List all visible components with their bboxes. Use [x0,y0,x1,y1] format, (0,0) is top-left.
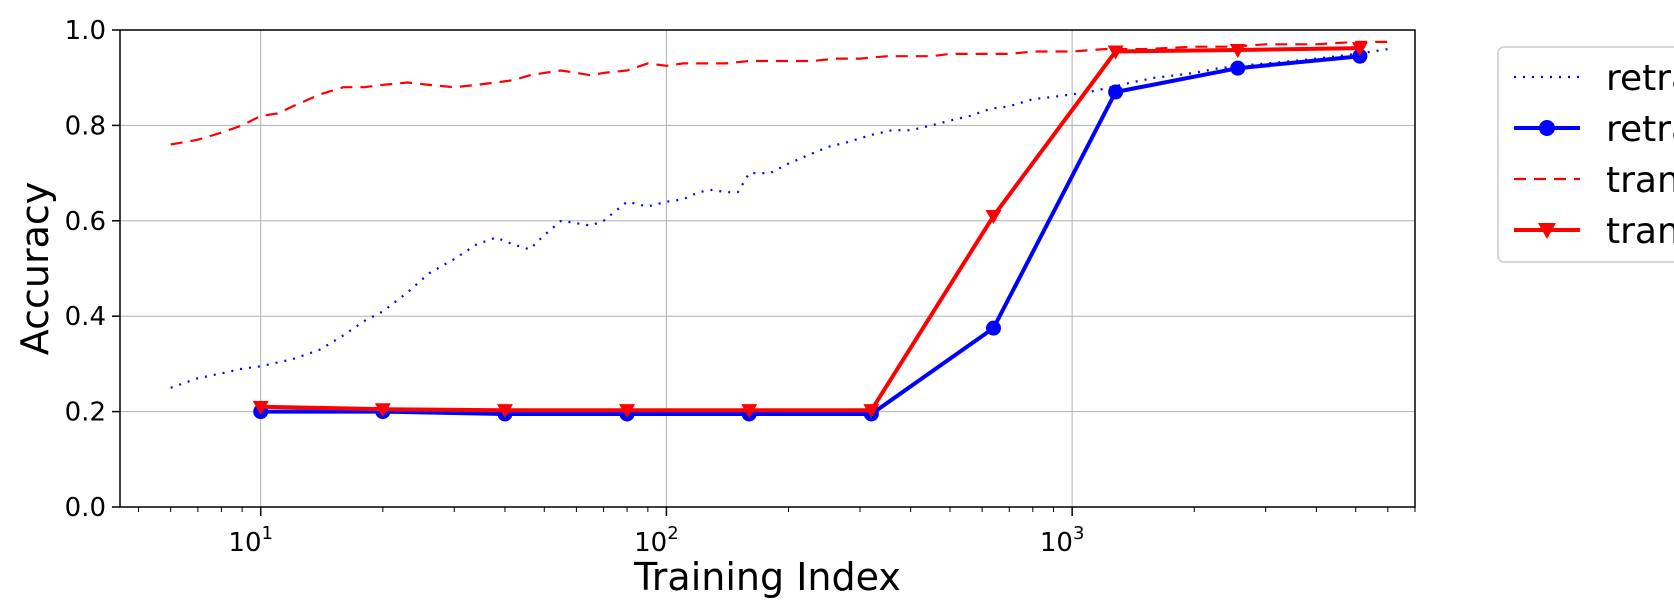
series-line [260,54,1361,416]
legend-label: retra [1606,58,1674,99]
legend-box [1497,46,1674,263]
data-point [863,404,880,419]
data-point [985,320,1001,336]
y-tick-label: 0.0 [65,493,106,523]
data-point [1230,60,1246,76]
x-tick-exponent: 1 [262,523,273,544]
x-tick-base: 10 [634,528,667,558]
data-point [1351,42,1368,57]
data-point [741,404,758,419]
series-1-solid [253,48,1368,422]
y-axis-label: Accuracy [13,182,57,356]
series-2-dashed [170,40,1388,146]
data-point [374,403,391,418]
legend: retra retra tran tran [1497,46,1674,263]
legend-label: tran [1606,211,1674,252]
data-point [1108,84,1124,100]
legend-marker [1538,223,1556,239]
series-line [170,40,1388,146]
legend-entry: retra [1514,109,1674,150]
series-0-dotted [170,48,1388,389]
series-3-solid [252,42,1368,419]
x-tick-base: 10 [1040,528,1073,558]
y-tick-label: 0.8 [65,111,106,141]
y-tick-label: 0.6 [65,207,106,237]
legend-marker [1539,120,1555,136]
y-tick-label: 0.2 [65,398,106,428]
x-tick-exponent: 3 [1073,523,1084,544]
series-line [260,46,1360,413]
x-tick-exponent: 2 [667,523,678,544]
legend-entry: retra [1514,58,1674,99]
data-point [252,400,269,415]
x-tick-label: 103 [1040,523,1085,558]
x-axis-label: Training Index [633,555,901,599]
x-tick-label: 102 [634,523,679,558]
data-point [1107,45,1124,60]
y-tick-label: 0.4 [65,302,106,332]
series-layer [170,40,1388,422]
grid [120,29,1415,508]
legend-entry: tran [1514,211,1674,252]
series-line [170,48,1388,389]
data-point [496,404,513,419]
x-tick-base: 10 [228,528,261,558]
legend-label: tran [1606,160,1674,201]
legend-entry: tran [1514,160,1674,201]
data-point [1352,48,1368,64]
legend-label: retra [1606,109,1674,150]
y-tick-label: 1.0 [65,16,106,46]
data-point [1229,44,1246,59]
x-tick-label: 101 [228,523,273,558]
data-point [619,404,636,419]
data-point [985,210,1002,225]
plot-frame [119,29,1416,508]
